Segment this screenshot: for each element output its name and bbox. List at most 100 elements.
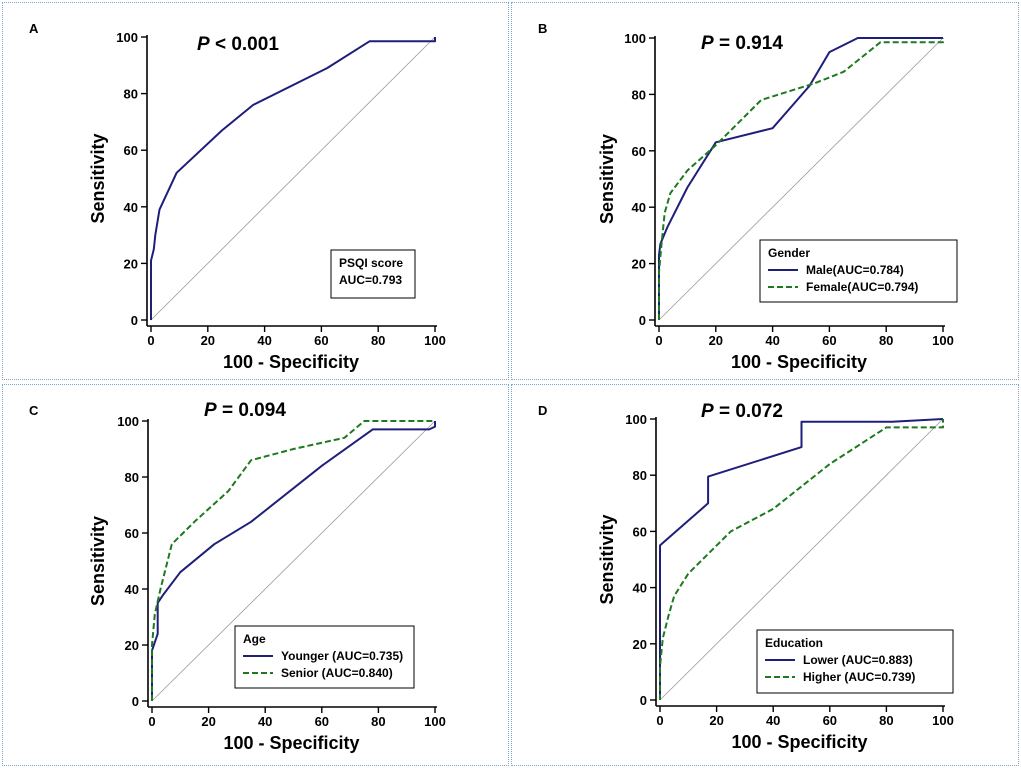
x-tick-label-b: 0 — [655, 333, 662, 348]
x-axis-label-b: 100 - Specificity — [731, 352, 867, 372]
y-tick-label-d: 100 — [625, 412, 647, 427]
reference-diagonal-c — [151, 420, 436, 702]
legend-title-d: Education — [765, 636, 823, 650]
roc-chart-b: B P = 0.914 0 20 40 60 80 100 0 20 40 60 80 100 100 - … — [538, 21, 958, 372]
x-tick-label-c: 0 — [148, 714, 155, 729]
p-symbol-d: P — [701, 401, 714, 422]
y-tick-label-b: 100 — [624, 31, 646, 46]
panel-label-d: D — [538, 403, 547, 418]
x-tick-label-c: 80 — [371, 714, 385, 729]
x-tick-label-a: 20 — [201, 333, 215, 348]
x-tick-label-a: 60 — [314, 333, 328, 348]
panel-c: C P = 0.094 0 20 40 60 80 100 0 20 40 60 80 100 100 - … — [2, 384, 509, 766]
legend-box-d — [756, 629, 954, 694]
y-axis-label-d: Sensitivity — [597, 514, 617, 604]
panel-b: B P = 0.914 0 20 40 60 80 100 0 20 40 60 80 100 100 - … — [511, 2, 1019, 380]
y-tick-label-d: 20 — [633, 637, 647, 652]
y-tick-label-c: 60 — [125, 526, 139, 541]
roc-chart-c: C P = 0.094 0 20 40 60 80 100 0 20 40 60 80 100 100 - … — [29, 400, 446, 753]
y-tick-label-c: 20 — [125, 638, 139, 653]
y-tick-label-a: 80 — [124, 87, 138, 102]
x-tick-label-b: 100 — [932, 333, 954, 348]
y-tick-label-d: 80 — [633, 468, 647, 483]
x-tick-label-c: 20 — [201, 714, 215, 729]
legend-entry-d-2: Higher (AUC=0.739) — [803, 670, 915, 684]
x-tick-label-b: 80 — [879, 333, 893, 348]
x-tick-label-d: 60 — [823, 713, 837, 728]
x-tick-label-c: 60 — [315, 714, 329, 729]
y-tick-label-c: 100 — [117, 414, 139, 429]
y-axis-label-b: Sensitivity — [597, 134, 617, 224]
x-tick-label-a: 40 — [257, 333, 271, 348]
y-tick-label-b: 80 — [632, 87, 646, 102]
p-value-a: P < 0.001 — [197, 34, 279, 55]
legend-title-a: PSQI score — [339, 256, 403, 270]
x-tick-label-d: 0 — [656, 713, 663, 728]
p-value-c: P = 0.094 — [204, 400, 286, 421]
p-value-d: P = 0.072 — [701, 401, 783, 422]
roc-curve-c-1 — [151, 421, 436, 701]
y-tick-label-b: 0 — [639, 313, 646, 328]
panel-d: D P = 0.072 0 20 40 60 80 100 0 20 40 60 80 100 100 - … — [511, 384, 1019, 766]
x-axis-label-d: 100 - Specificity — [731, 732, 867, 752]
x-tick-label-b: 60 — [822, 333, 836, 348]
p-value-text-b: = 0.914 — [714, 33, 784, 54]
x-tick-label-a: 100 — [424, 333, 446, 348]
roc-curve-d-1 — [659, 418, 944, 700]
legend-entry-a-1: AUC=0.793 — [339, 273, 402, 287]
legend-entry-c-2: Senior (AUC=0.840) — [281, 666, 393, 680]
y-tick-label-c: 80 — [125, 470, 139, 485]
reference-diagonal-b — [658, 37, 944, 321]
y-tick-label-a: 0 — [131, 313, 138, 328]
roc-curve-a-1 — [150, 37, 436, 320]
x-tick-label-c: 100 — [424, 714, 446, 729]
p-value-b: P = 0.914 — [701, 33, 783, 54]
x-tick-label-d: 20 — [709, 713, 723, 728]
x-tick-label-b: 40 — [765, 333, 779, 348]
x-tick-label-d: 80 — [879, 713, 893, 728]
roc-curve-d-2 — [659, 419, 944, 700]
x-tick-label-a: 80 — [371, 333, 385, 348]
y-tick-label-b: 60 — [632, 144, 646, 159]
p-value-text-a: < 0.001 — [210, 34, 280, 55]
legend-entry-b-1: Male(AUC=0.784) — [806, 263, 904, 277]
legend-entry-c-1: Younger (AUC=0.735) — [281, 649, 403, 663]
roc-chart-a: A P < 0.001 0 20 40 60 80 100 0 20 40 60 80 100 100 - … — [29, 21, 446, 372]
panel-label-c: C — [29, 403, 39, 418]
y-tick-label-d: 60 — [633, 524, 647, 539]
y-tick-label-b: 20 — [632, 257, 646, 272]
x-axis-label-c: 100 - Specificity — [223, 733, 359, 753]
y-axis-label-c: Sensitivity — [88, 516, 108, 606]
reference-diagonal-a — [150, 36, 436, 321]
reference-diagonal-d — [659, 418, 944, 701]
y-tick-label-a: 40 — [124, 200, 138, 215]
y-tick-label-a: 60 — [124, 143, 138, 158]
y-tick-label-c: 40 — [125, 582, 139, 597]
p-value-text-c: = 0.094 — [217, 400, 287, 421]
x-tick-label-a: 0 — [147, 333, 154, 348]
roc-curve-b-2 — [658, 38, 944, 320]
y-tick-label-b: 40 — [632, 200, 646, 215]
legend-title-c: Age — [243, 632, 266, 646]
roc-curve-b-1 — [658, 37, 943, 320]
y-tick-label-d: 40 — [633, 581, 647, 596]
y-axis-label-a: Sensitivity — [88, 133, 108, 223]
panel-label-b: B — [538, 21, 547, 36]
legend-title-b: Gender — [768, 246, 810, 260]
y-tick-label-d: 0 — [640, 693, 647, 708]
p-symbol-c: P — [204, 400, 217, 421]
x-axis-label-a: 100 - Specificity — [223, 352, 359, 372]
y-tick-label-a: 100 — [116, 30, 138, 45]
x-tick-label-b: 20 — [709, 333, 723, 348]
y-tick-label-c: 0 — [132, 694, 139, 709]
roc-chart-d: D P = 0.072 0 20 40 60 80 100 0 20 40 60 80 100 100 - … — [538, 401, 954, 752]
p-value-text-d: = 0.072 — [714, 401, 783, 422]
legend-box-a — [330, 249, 416, 299]
y-tick-label-a: 20 — [124, 256, 138, 271]
roc-curve-c-2 — [151, 420, 435, 701]
panel-a: A P < 0.001 0 20 40 60 80 100 0 20 40 60 80 100 100 - … — [2, 2, 509, 380]
x-tick-label-d: 100 — [932, 713, 954, 728]
x-tick-label-d: 40 — [766, 713, 780, 728]
p-symbol-a: P — [197, 34, 210, 55]
panel-label-a: A — [29, 21, 39, 36]
